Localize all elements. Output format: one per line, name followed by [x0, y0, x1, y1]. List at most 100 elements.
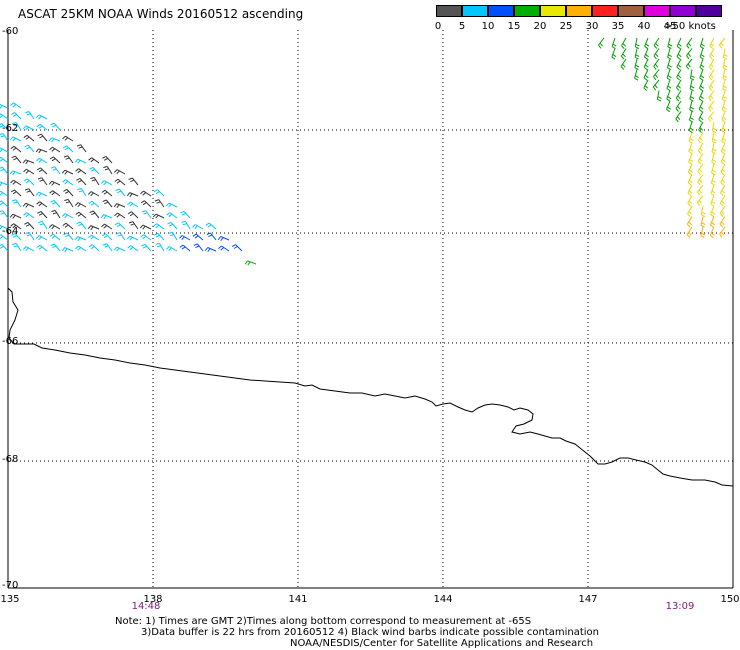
wind-barb	[113, 246, 126, 252]
wind-barb	[77, 187, 87, 197]
wind-barb	[76, 144, 87, 153]
wind-barb	[697, 142, 704, 154]
wind-barb	[115, 188, 126, 197]
wind-barb	[101, 189, 113, 197]
wind-barb	[24, 188, 35, 197]
wind-barb	[192, 233, 204, 241]
wind-barb	[0, 234, 9, 241]
wind-barb	[697, 174, 704, 186]
wind-barb	[686, 48, 693, 60]
wind-barb	[153, 189, 165, 197]
wind-barb	[49, 156, 61, 164]
note-line-2: 3)Data buffer is 22 hrs from 20160512 4)…	[141, 627, 599, 638]
wind-barb	[23, 168, 35, 175]
wind-barb	[11, 199, 22, 208]
wind-barb	[721, 90, 727, 102]
wind-barb	[722, 79, 728, 92]
wind-barb	[688, 111, 694, 123]
wind-barb	[643, 48, 649, 60]
wind-barb	[50, 199, 61, 208]
wind-barb	[25, 111, 35, 120]
wind-barb	[102, 243, 113, 252]
lat-label-68: -68	[2, 454, 19, 465]
wind-barb	[244, 260, 257, 266]
wind-barb	[711, 153, 717, 165]
wind-barb	[685, 58, 693, 70]
wind-barb	[114, 222, 126, 230]
wind-barb	[620, 58, 627, 70]
wind-barb	[711, 132, 717, 144]
wind-barb	[75, 211, 87, 219]
chart-title: ASCAT 25KM NOAA Winds 20160512 ascending	[18, 7, 304, 21]
wind-barb	[113, 169, 126, 175]
wind-barb	[167, 221, 178, 230]
wind-barb	[698, 100, 704, 113]
wind-barb	[711, 142, 717, 155]
wind-barb	[128, 177, 139, 186]
wind-barb	[76, 221, 87, 230]
wind-barb	[10, 189, 22, 197]
wind-barb	[700, 216, 706, 228]
wind-barb	[708, 69, 715, 81]
wind-barb	[50, 243, 61, 252]
wind-barb	[35, 191, 48, 197]
wind-barb	[35, 148, 48, 154]
wind-barb	[719, 216, 726, 228]
wind-barb	[50, 122, 61, 131]
lon-label-144: 144	[433, 594, 453, 605]
grid	[8, 30, 733, 588]
wind-barb	[103, 165, 113, 175]
wind-barb	[63, 155, 74, 164]
wind-barb	[722, 69, 728, 81]
wind-barb	[22, 202, 35, 208]
wind-barb	[697, 184, 704, 196]
wind-barb	[709, 226, 715, 239]
wind-barb	[709, 48, 715, 60]
wind-barb	[74, 236, 87, 242]
wind-barb	[644, 37, 650, 50]
legend-label: 45	[663, 21, 677, 32]
legend-label: >50 knots	[664, 21, 716, 32]
wind-barb	[0, 181, 9, 187]
wind-barb	[63, 188, 74, 197]
wind-barb	[687, 195, 693, 207]
wind-barb	[653, 37, 660, 49]
wind-barb	[710, 184, 716, 197]
note-line-3: NOAA/NESDIS/Center for Satellite Applica…	[290, 638, 594, 649]
wind-barb	[721, 111, 727, 123]
wind-barb	[128, 221, 139, 230]
wind-barb	[102, 199, 113, 208]
wind-barb	[689, 100, 695, 113]
wind-barb	[115, 232, 126, 241]
note-line-1: Note: 1) Times are GMT 2)Times along bot…	[115, 616, 532, 627]
wind-barb	[10, 136, 22, 142]
wind-barb	[700, 205, 706, 218]
wind-barb	[675, 90, 682, 102]
wind-barb	[708, 79, 715, 91]
wind-barb	[11, 232, 22, 241]
wind-barb	[709, 216, 715, 228]
wind-barb	[127, 211, 139, 219]
wind-barb	[720, 184, 726, 196]
wind-barb	[699, 58, 705, 71]
wind-barb	[666, 90, 672, 102]
wind-barb	[719, 205, 726, 217]
wind-barb	[36, 244, 48, 252]
legend-label: 30	[585, 21, 599, 32]
wind-barb	[634, 37, 640, 50]
wind-barb	[87, 191, 100, 197]
wind-barb	[75, 245, 87, 252]
wind-barb	[12, 242, 22, 252]
legend-label: 5	[458, 21, 466, 32]
legend-swatch	[592, 5, 618, 17]
wind-barb	[666, 100, 672, 113]
wind-barb	[217, 236, 230, 242]
wind-barb	[87, 225, 100, 231]
wind-barb	[708, 90, 715, 102]
wind-barb	[61, 247, 74, 253]
legend-swatch	[670, 5, 696, 17]
wind-barb	[141, 210, 152, 219]
wind-barb	[675, 100, 682, 112]
wind-barb	[643, 69, 649, 81]
wind-barb	[720, 174, 726, 186]
